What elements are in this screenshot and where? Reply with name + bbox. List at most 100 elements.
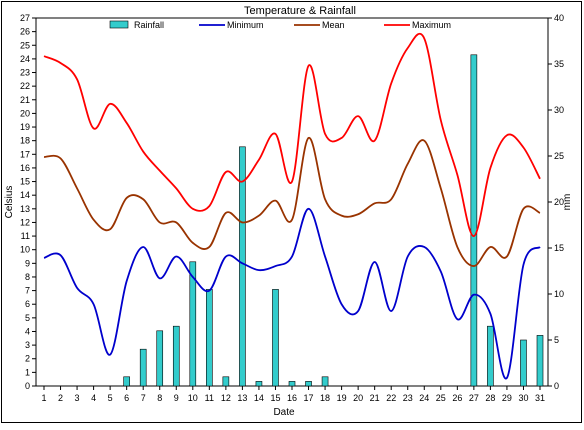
x-tick-label: 30 — [518, 393, 528, 403]
x-tick-label: 15 — [270, 393, 280, 403]
y-tick-label: 3 — [25, 340, 30, 350]
x-tick-label: 23 — [403, 393, 413, 403]
x-tick-label: 12 — [221, 393, 231, 403]
x-tick-label: 1 — [41, 393, 46, 403]
rainfall-bar — [321, 376, 329, 387]
legend-label-minimum: Minimum — [227, 20, 264, 30]
y2-tick-label: 5 — [554, 335, 559, 345]
y-tick-label: 2 — [25, 354, 30, 364]
x-tick-label: 2 — [58, 393, 63, 403]
y-tick-label: 10 — [20, 245, 30, 255]
y-tick-label: 13 — [20, 204, 30, 214]
y-tick-label: 22 — [20, 81, 30, 91]
y-tick-label: 5 — [25, 313, 30, 323]
x-tick-label: 24 — [419, 393, 429, 403]
temperature-lines — [43, 32, 541, 380]
x-axis-label: Date — [273, 407, 295, 418]
y-tick-label: 24 — [20, 54, 30, 64]
y-tick-label: 8 — [25, 272, 30, 282]
rainfall-bar — [255, 381, 263, 387]
y-tick-label: 4 — [25, 326, 30, 336]
y-tick-label: 0 — [25, 381, 30, 391]
series-line-minimum — [43, 207, 541, 380]
x-tick-label: 7 — [141, 393, 146, 403]
y-tick-label: 7 — [25, 286, 30, 296]
y-tick-label: 21 — [20, 95, 30, 105]
legend-label-maximum: Maximum — [412, 20, 451, 30]
y2-tick-label: 25 — [554, 151, 564, 161]
rainfall-bar — [272, 289, 279, 387]
x-tick-label: 3 — [75, 393, 80, 403]
y-tick-label: 12 — [20, 217, 30, 227]
x-tick-label: 4 — [91, 393, 96, 403]
rainfall-bar — [536, 335, 544, 387]
y2-tick-label: 40 — [554, 13, 564, 23]
x-tick-label: 5 — [108, 393, 113, 403]
series-line-maximum — [43, 32, 541, 237]
x-tick-label: 31 — [535, 393, 545, 403]
x-tick-label: 21 — [370, 393, 380, 403]
y-tick-label: 25 — [20, 40, 30, 50]
y-tick-label: 23 — [20, 68, 30, 78]
y-tick-label: 15 — [20, 177, 30, 187]
rainfall-bar — [206, 289, 213, 387]
x-tick-label: 14 — [254, 393, 264, 403]
rainfall-bar — [222, 376, 230, 387]
y-tick-label: 6 — [25, 299, 30, 309]
rainfall-bar — [139, 348, 147, 387]
rainfall-bar — [172, 325, 180, 387]
x-tick-label: 19 — [337, 393, 347, 403]
y-tick-label: 16 — [20, 163, 30, 173]
x-tick-label: 20 — [353, 393, 363, 403]
rainfall-bar — [239, 146, 246, 387]
rainfall-bar — [470, 54, 478, 387]
x-tick-label: 25 — [436, 393, 446, 403]
chart-title: Temperature & Rainfall — [244, 5, 356, 17]
y-tick-label: 26 — [20, 27, 30, 37]
y2-tick-label: 30 — [554, 105, 564, 115]
axes: 0123456789101112131415161718192021222324… — [20, 13, 564, 403]
y2-tick-label: 10 — [554, 289, 564, 299]
y-tick-label: 20 — [20, 108, 30, 118]
y-tick-label: 18 — [20, 136, 30, 146]
y2-tick-label: 0 — [554, 381, 559, 391]
rainfall-bar — [123, 376, 130, 387]
x-tick-label: 11 — [205, 393, 214, 403]
x-tick-label: 13 — [237, 393, 247, 403]
legend-label-rainfall: Rainfall — [134, 20, 164, 30]
x-tick-label: 18 — [320, 393, 330, 403]
y2-tick-label: 20 — [554, 197, 564, 207]
x-tick-label: 26 — [452, 393, 462, 403]
x-tick-label: 6 — [124, 393, 129, 403]
x-tick-label: 9 — [174, 393, 179, 403]
rainfall-bar — [305, 381, 312, 387]
y2-axis-label: mm — [562, 194, 573, 211]
rainfall-bar — [288, 381, 296, 387]
legend: Rainfall Minimum Mean Maximum — [109, 20, 451, 30]
rainfall-bar — [156, 330, 164, 387]
x-tick-label: 8 — [157, 393, 162, 403]
y-tick-label: 1 — [25, 367, 30, 377]
y-tick-label: 17 — [20, 149, 30, 159]
x-tick-label: 22 — [386, 393, 396, 403]
x-tick-label: 17 — [304, 393, 314, 403]
x-tick-label: 10 — [188, 393, 198, 403]
y-tick-label: 11 — [21, 231, 30, 241]
y-tick-label: 14 — [20, 190, 30, 200]
y-axis-label: Celsius — [4, 186, 15, 219]
x-tick-label: 16 — [287, 393, 297, 403]
x-tick-label: 28 — [485, 393, 495, 403]
rainfall-bar — [487, 325, 494, 387]
x-tick-label: 27 — [469, 393, 479, 403]
y-tick-label: 19 — [20, 122, 30, 132]
legend-swatch-rainfall — [109, 20, 129, 29]
rainfall-bar — [520, 339, 527, 387]
y-tick-label: 27 — [20, 13, 30, 23]
y2-tick-label: 35 — [554, 59, 564, 69]
legend-label-mean: Mean — [322, 20, 345, 30]
rainfall-bars — [123, 54, 544, 387]
y-tick-label: 9 — [25, 258, 30, 268]
x-tick-label: 29 — [502, 393, 512, 403]
